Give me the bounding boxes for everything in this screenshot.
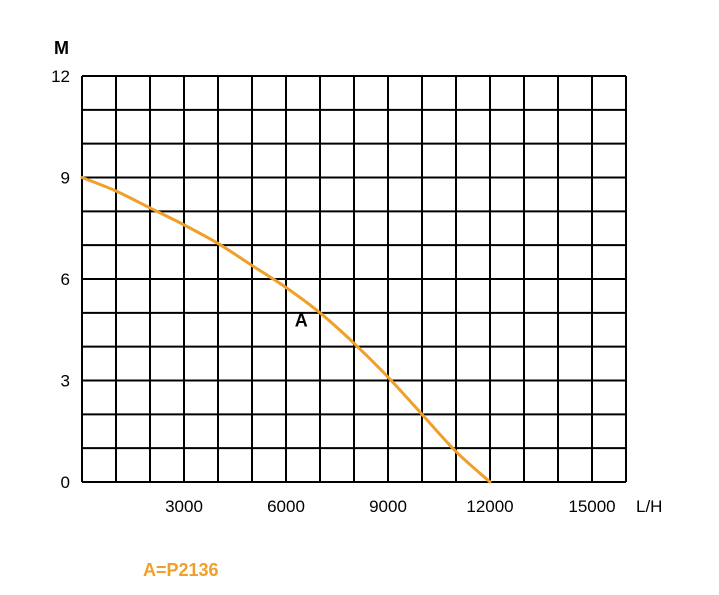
x-tick-label: 15000 bbox=[568, 497, 615, 516]
y-tick-label: 0 bbox=[61, 473, 70, 492]
legend-label: A=P2136 bbox=[143, 560, 219, 580]
grid bbox=[81, 75, 627, 483]
series-line-A bbox=[80, 176, 492, 484]
y-tick-label: 3 bbox=[61, 372, 70, 391]
y-tick-label: 6 bbox=[61, 270, 70, 289]
y-tick-label: 9 bbox=[61, 169, 70, 188]
y-axis-label: M bbox=[54, 38, 69, 58]
curve-layer bbox=[80, 176, 492, 484]
x-tick-label: 3000 bbox=[165, 497, 203, 516]
curve-annotation-label: A bbox=[295, 310, 308, 330]
x-tick-label: 12000 bbox=[466, 497, 513, 516]
text-layer: M L/H A=P2136 3000 6000 9000 12000 15000 0 3 6 9… bbox=[51, 38, 662, 580]
x-axis-label: L/H bbox=[636, 497, 662, 516]
y-tick-label: 12 bbox=[51, 67, 70, 86]
x-tick-label: 9000 bbox=[369, 497, 407, 516]
x-tick-label: 6000 bbox=[267, 497, 305, 516]
